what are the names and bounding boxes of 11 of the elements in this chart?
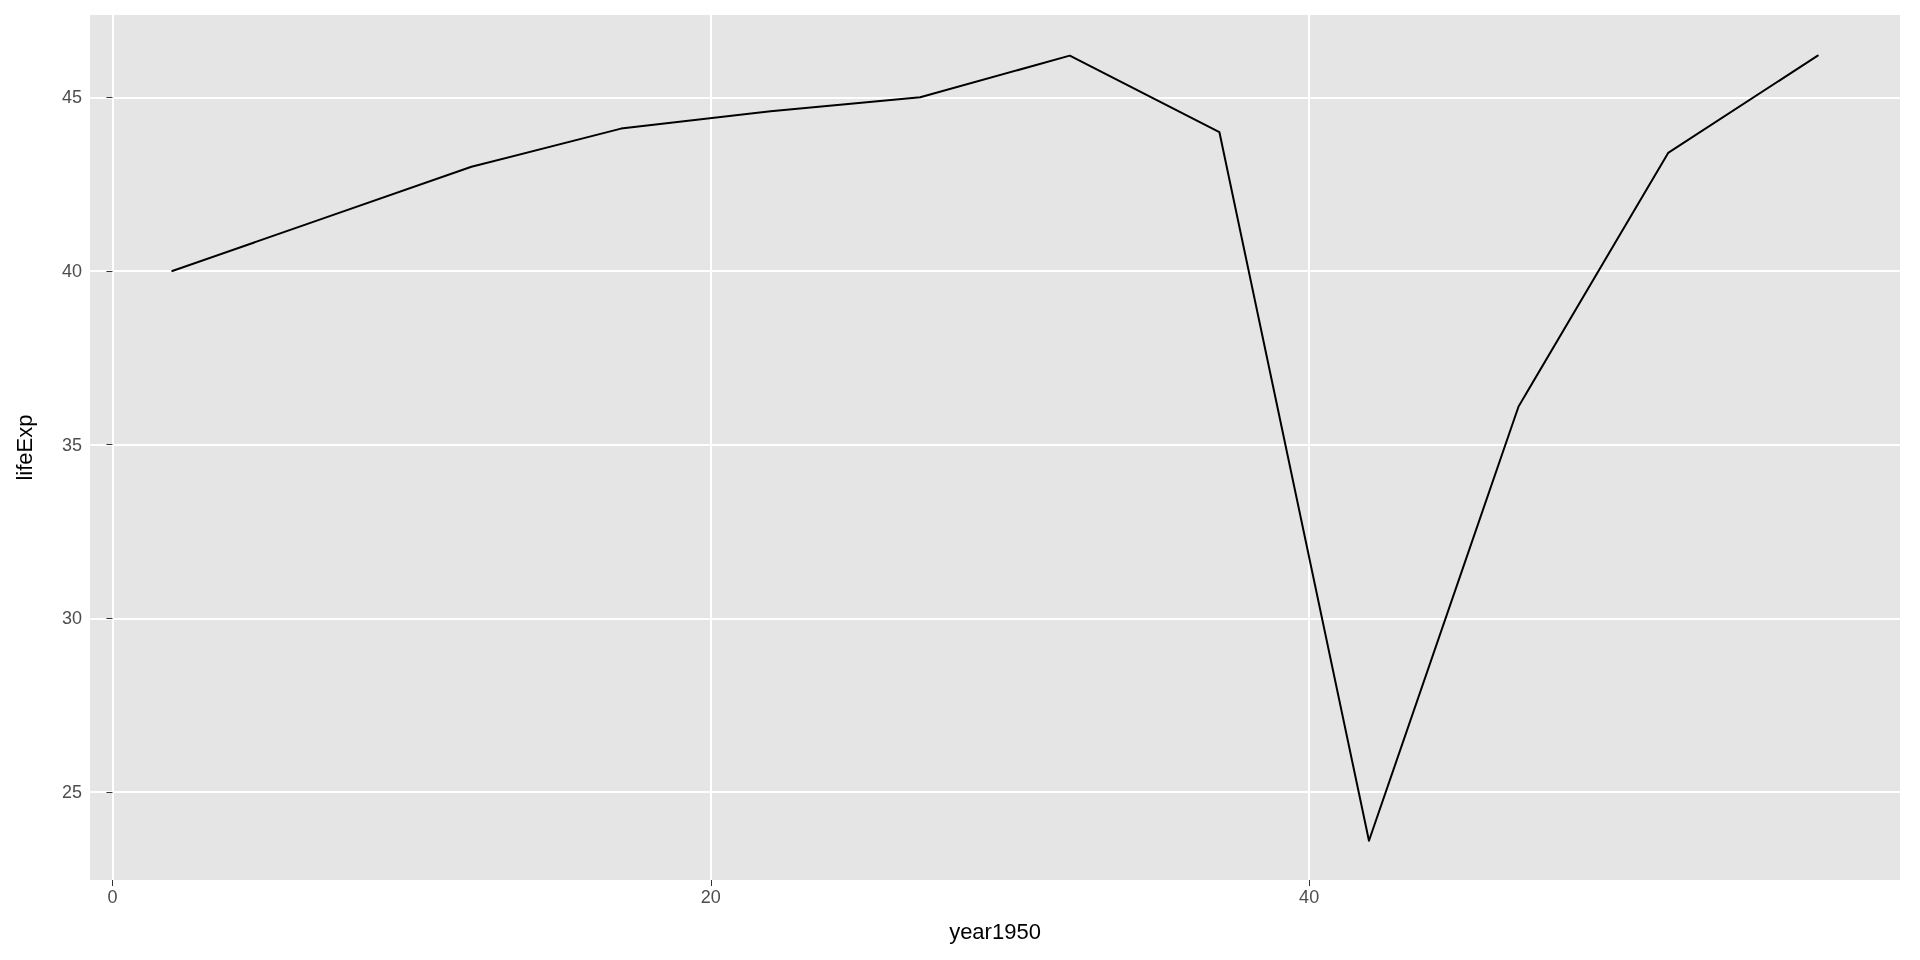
y-tick-label: 35 [61, 434, 82, 455]
y-tick-label: 45 [61, 87, 82, 108]
x-tick-label: 20 [700, 887, 721, 907]
y-tick-label: 30 [61, 608, 82, 629]
y-tick-label: 40 [61, 261, 82, 282]
x-axis-title: year1950 [949, 918, 1041, 944]
x-tick-label: 0 [107, 887, 118, 907]
y-axis-title: lifeExp [11, 414, 37, 481]
x-tick-label: 40 [1299, 887, 1320, 907]
line-series [171, 54, 1819, 842]
y-tick-label: 25 [61, 782, 82, 803]
